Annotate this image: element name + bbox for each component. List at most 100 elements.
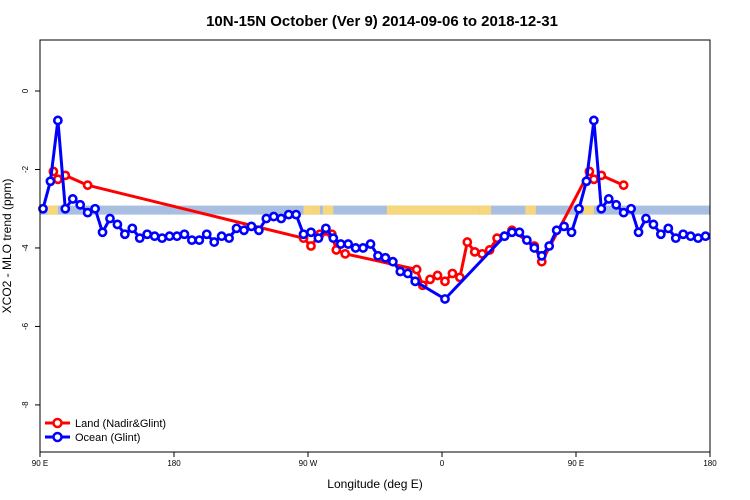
data-point bbox=[618, 207, 629, 218]
legend-ocean-marker bbox=[52, 431, 63, 443]
data-point bbox=[655, 229, 666, 240]
data-point bbox=[440, 276, 450, 287]
land-span bbox=[303, 205, 320, 215]
data-point bbox=[507, 227, 517, 238]
x-tick-label: 90 W bbox=[299, 459, 318, 468]
data-point bbox=[90, 203, 100, 214]
data-point bbox=[335, 239, 346, 249]
data-point bbox=[411, 264, 422, 275]
data-point bbox=[134, 233, 145, 244]
chart-title: 10N-15N October (Ver 9) 2014-09-06 to 20… bbox=[206, 13, 558, 30]
data-point bbox=[611, 199, 622, 210]
data-point bbox=[38, 203, 48, 214]
data-point bbox=[387, 256, 398, 267]
data-point bbox=[581, 176, 592, 187]
series-1 bbox=[38, 115, 711, 304]
data-point bbox=[432, 270, 443, 281]
x-tick-label: 90 E bbox=[32, 459, 48, 468]
data-point bbox=[514, 227, 525, 238]
data-point bbox=[283, 209, 294, 220]
series-layer bbox=[38, 115, 711, 304]
x-tick-label: 90 E bbox=[568, 459, 584, 468]
plot-frame bbox=[39, 39, 711, 453]
data-point bbox=[186, 235, 197, 246]
land-ocean-band bbox=[40, 205, 710, 215]
data-point bbox=[224, 233, 234, 244]
data-point bbox=[67, 194, 78, 204]
data-point bbox=[373, 250, 383, 261]
data-point bbox=[231, 223, 242, 234]
legend-land-marker bbox=[52, 417, 63, 429]
data-point bbox=[499, 231, 510, 242]
data-point bbox=[410, 276, 421, 287]
data-point bbox=[663, 223, 674, 234]
y-tick-label: -2 bbox=[21, 165, 30, 173]
data-point bbox=[462, 237, 473, 247]
data-point bbox=[402, 268, 413, 279]
data-point bbox=[52, 115, 63, 126]
x-tick-label: 180 bbox=[167, 459, 181, 468]
data-point bbox=[97, 227, 108, 238]
data-point bbox=[194, 235, 205, 246]
data-point bbox=[298, 229, 309, 240]
data-point bbox=[246, 221, 257, 232]
data-point bbox=[536, 250, 547, 261]
data-point bbox=[529, 243, 540, 253]
data-point bbox=[365, 239, 376, 249]
data-point bbox=[469, 246, 480, 257]
land-span bbox=[479, 205, 492, 215]
land-span bbox=[525, 205, 536, 215]
data-point bbox=[521, 235, 532, 246]
data-point bbox=[268, 211, 279, 222]
data-point bbox=[276, 213, 287, 224]
data-point bbox=[75, 199, 86, 210]
data-point bbox=[618, 180, 629, 191]
data-point bbox=[670, 233, 681, 244]
data-point bbox=[313, 233, 324, 244]
data-point bbox=[648, 219, 659, 230]
y-tick-label: -8 bbox=[21, 401, 30, 409]
data-point bbox=[626, 203, 636, 214]
x-axis: 90 E 180 90 W 0 90 E 180 bbox=[32, 452, 717, 468]
legend-land-label: Land (Nadir&Glint) bbox=[75, 418, 166, 430]
data-point bbox=[343, 239, 354, 249]
y-axis-label: XCO2 - MLO trend (ppm) bbox=[0, 179, 14, 314]
x-tick-label: 180 bbox=[703, 459, 717, 468]
data-point bbox=[395, 266, 406, 277]
data-point bbox=[440, 294, 450, 304]
data-point bbox=[201, 229, 212, 240]
data-point bbox=[142, 229, 153, 240]
data-point bbox=[82, 207, 93, 218]
data-point bbox=[588, 174, 599, 185]
data-point bbox=[596, 203, 607, 214]
data-point bbox=[380, 252, 391, 263]
data-point bbox=[559, 221, 569, 232]
data-point bbox=[82, 180, 93, 191]
data-point bbox=[350, 243, 361, 253]
data-point bbox=[306, 227, 316, 238]
data-point bbox=[105, 213, 115, 224]
data-point bbox=[216, 231, 227, 242]
data-point bbox=[447, 268, 458, 279]
data-point bbox=[291, 209, 301, 220]
data-point bbox=[678, 229, 689, 240]
land-span bbox=[386, 205, 480, 215]
series-line bbox=[52, 169, 625, 287]
data-point bbox=[209, 237, 220, 247]
data-point bbox=[566, 227, 577, 238]
data-point bbox=[340, 248, 351, 259]
data-point bbox=[685, 231, 696, 242]
data-point bbox=[306, 241, 316, 251]
land-span bbox=[583, 205, 594, 215]
data-point bbox=[157, 233, 167, 244]
y-tick-label: -6 bbox=[21, 322, 30, 330]
data-point bbox=[179, 229, 190, 240]
data-point bbox=[253, 225, 264, 236]
data-point bbox=[149, 231, 160, 242]
data-point bbox=[119, 229, 130, 240]
legend: Land (Nadir&Glint) Ocean (Glint) bbox=[45, 417, 166, 444]
x-tick-label: 0 bbox=[440, 459, 445, 468]
data-point bbox=[700, 231, 711, 242]
land-span bbox=[322, 205, 334, 215]
